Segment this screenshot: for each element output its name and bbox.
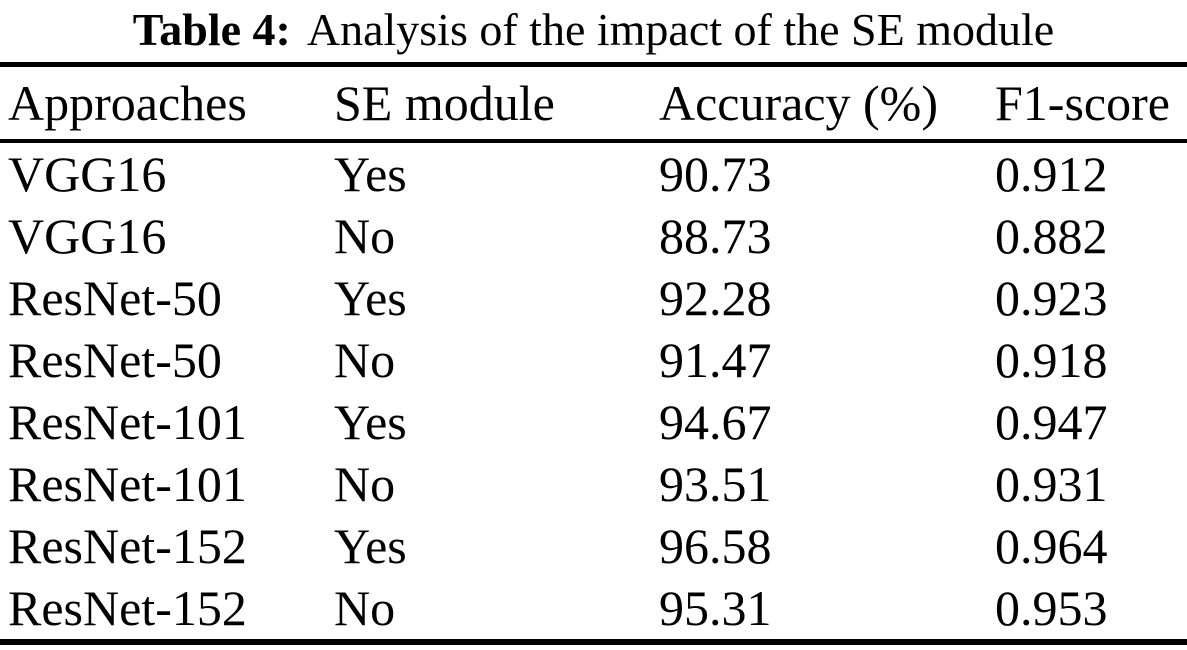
cell-accuracy: 95.31 — [659, 580, 772, 636]
cell-se-module: No — [334, 332, 396, 388]
cell-f1-score: 0.931 — [995, 456, 1108, 512]
cell-accuracy: 90.73 — [659, 146, 772, 202]
cell-f1-score: 0.947 — [995, 394, 1108, 450]
cell-approach: ResNet-152 — [8, 518, 247, 574]
cell-approach: ResNet-101 — [8, 456, 247, 512]
table-row: ResNet-50 No 91.47 0.918 — [0, 329, 1187, 391]
cell-se-module: No — [334, 208, 396, 264]
cell-approach: ResNet-50 — [8, 270, 222, 326]
results-table: Approaches SE module Accuracy (%) F1-sco… — [0, 62, 1187, 645]
cell-se-module: Yes — [334, 518, 407, 574]
cell-se-module: No — [334, 456, 396, 512]
table-row: VGG16 Yes 90.73 0.912 — [0, 141, 1187, 205]
table-row: VGG16 No 88.73 0.882 — [0, 205, 1187, 267]
table-row: ResNet-101 No 93.51 0.931 — [0, 453, 1187, 515]
cell-f1-score: 0.918 — [995, 332, 1108, 388]
cell-accuracy: 93.51 — [659, 456, 772, 512]
table-caption-label: Table 4: — [132, 4, 291, 55]
cell-approach: ResNet-50 — [8, 332, 222, 388]
table-caption: Table 4: Analysis of the impact of the S… — [0, 0, 1187, 60]
table-row: ResNet-152 Yes 96.58 0.964 — [0, 515, 1187, 577]
cell-accuracy: 91.47 — [659, 332, 772, 388]
cell-approach: ResNet-101 — [8, 394, 247, 450]
cell-approach: ResNet-152 — [8, 580, 247, 636]
header-f1-score: F1-score — [995, 75, 1170, 131]
cell-f1-score: 0.964 — [995, 518, 1108, 574]
header-se-module: SE module — [334, 75, 555, 131]
cell-approach: VGG16 — [8, 208, 167, 264]
header-approaches: Approaches — [8, 75, 247, 131]
cell-approach: VGG16 — [8, 146, 167, 202]
cell-accuracy: 96.58 — [659, 518, 772, 574]
cell-se-module: Yes — [334, 270, 407, 326]
table-row: ResNet-101 Yes 94.67 0.947 — [0, 391, 1187, 453]
header-accuracy: Accuracy (%) — [659, 75, 938, 131]
cell-accuracy: 92.28 — [659, 270, 772, 326]
cell-se-module: Yes — [334, 146, 407, 202]
cell-accuracy: 94.67 — [659, 394, 772, 450]
cell-f1-score: 0.882 — [995, 208, 1108, 264]
table-caption-text: Analysis of the impact of the SE module — [306, 4, 1055, 55]
table-row: ResNet-152 No 95.31 0.953 — [0, 577, 1187, 642]
cell-f1-score: 0.953 — [995, 580, 1108, 636]
cell-accuracy: 88.73 — [659, 208, 772, 264]
cell-se-module: No — [334, 580, 396, 636]
header-row: Approaches SE module Accuracy (%) F1-sco… — [0, 65, 1187, 141]
cell-f1-score: 0.912 — [995, 146, 1108, 202]
cell-f1-score: 0.923 — [995, 270, 1108, 326]
table-row: ResNet-50 Yes 92.28 0.923 — [0, 267, 1187, 329]
cell-se-module: Yes — [334, 394, 407, 450]
